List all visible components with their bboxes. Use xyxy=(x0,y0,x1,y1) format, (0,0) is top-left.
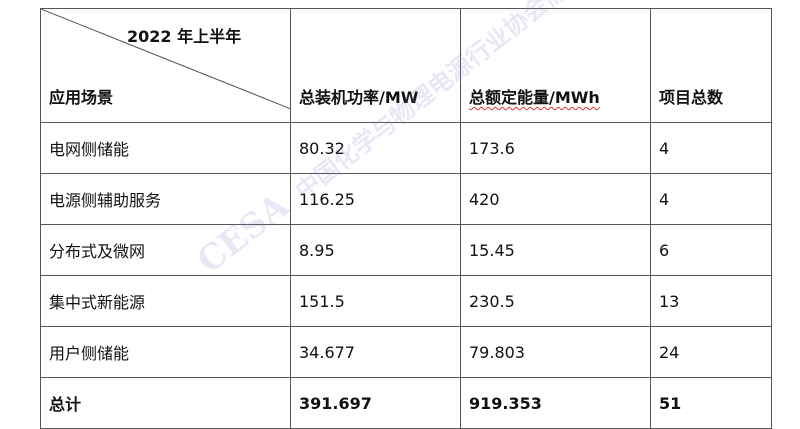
total-label: 总计 xyxy=(40,377,291,429)
total-row: 总计 391.697 919.353 51 xyxy=(40,377,772,429)
cell-power: 80.32 xyxy=(290,122,461,174)
cell-power: 151.5 xyxy=(290,275,461,327)
table-row: 电网侧储能 80.32 173.6 4 xyxy=(40,122,772,174)
cell-power: 34.677 xyxy=(290,326,461,378)
table-row: 用户侧储能 34.677 79.803 24 xyxy=(40,326,772,378)
corner-header-cell: 2022 年上半年 应用场景 xyxy=(40,8,291,123)
energy-storage-table: 2022 年上半年 应用场景 总装机功率/MW 总额定能量/MWh 项目总数 电… xyxy=(40,8,772,429)
header-row: 2022 年上半年 应用场景 总装机功率/MW 总额定能量/MWh 项目总数 xyxy=(40,8,772,123)
cell-count: 24 xyxy=(650,326,772,378)
cell-scene: 集中式新能源 xyxy=(40,275,291,327)
cell-scene: 分布式及微网 xyxy=(40,224,291,276)
header-energy: 总额定能量/MWh xyxy=(460,8,651,123)
table-row: 电源侧辅助服务 116.25 420 4 xyxy=(40,173,772,225)
cell-energy: 79.803 xyxy=(460,326,651,378)
total-energy: 919.353 xyxy=(460,377,651,429)
header-count: 项目总数 xyxy=(650,8,772,123)
cell-energy: 230.5 xyxy=(460,275,651,327)
diagonal-divider xyxy=(41,9,291,109)
header-power: 总装机功率/MW xyxy=(290,8,461,123)
cell-scene: 电源侧辅助服务 xyxy=(40,173,291,225)
cell-count: 4 xyxy=(650,173,772,225)
scene-label: 应用场景 xyxy=(49,88,114,107)
cell-count: 6 xyxy=(650,224,772,276)
total-count: 51 xyxy=(650,377,772,429)
cell-count: 13 xyxy=(650,275,772,327)
table-row: 集中式新能源 151.5 230.5 13 xyxy=(40,275,772,327)
cell-energy: 420 xyxy=(460,173,651,225)
cell-scene: 用户侧储能 xyxy=(40,326,291,378)
cell-energy: 15.45 xyxy=(460,224,651,276)
period-label: 2022 年上半年 xyxy=(127,27,242,46)
table-row: 分布式及微网 8.95 15.45 6 xyxy=(40,224,772,276)
cell-power: 8.95 xyxy=(290,224,461,276)
total-power: 391.697 xyxy=(290,377,461,429)
cell-count: 4 xyxy=(650,122,772,174)
cell-power: 116.25 xyxy=(290,173,461,225)
cell-energy: 173.6 xyxy=(460,122,651,174)
cell-scene: 电网侧储能 xyxy=(40,122,291,174)
